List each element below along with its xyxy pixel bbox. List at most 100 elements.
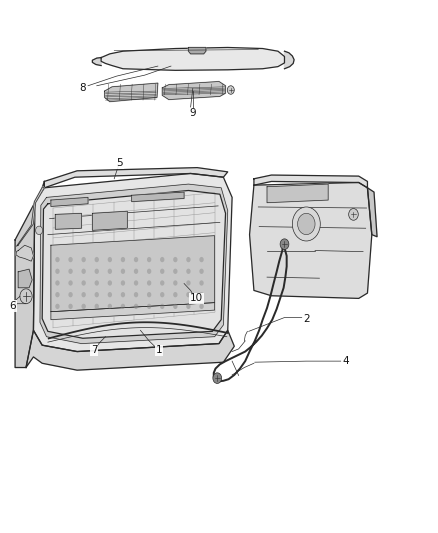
Circle shape <box>95 304 99 309</box>
Circle shape <box>55 304 60 309</box>
Circle shape <box>227 86 234 94</box>
Circle shape <box>134 257 138 262</box>
Polygon shape <box>250 182 372 298</box>
Polygon shape <box>51 303 215 320</box>
Circle shape <box>81 292 86 297</box>
Circle shape <box>134 280 138 286</box>
Circle shape <box>199 292 204 297</box>
Circle shape <box>121 304 125 309</box>
Polygon shape <box>188 47 206 54</box>
Polygon shape <box>42 190 226 338</box>
Circle shape <box>20 289 32 304</box>
Circle shape <box>134 304 138 309</box>
Circle shape <box>186 292 191 297</box>
Circle shape <box>147 280 151 286</box>
Circle shape <box>121 257 125 262</box>
Circle shape <box>55 280 60 286</box>
Text: 9: 9 <box>190 108 196 118</box>
Circle shape <box>160 269 164 274</box>
Circle shape <box>199 269 204 274</box>
Circle shape <box>186 280 191 286</box>
Text: 10: 10 <box>190 293 203 303</box>
Circle shape <box>349 208 358 220</box>
Circle shape <box>68 269 73 274</box>
Circle shape <box>121 292 125 297</box>
Polygon shape <box>92 211 127 230</box>
Polygon shape <box>267 184 328 203</box>
Circle shape <box>108 280 112 286</box>
Circle shape <box>55 292 60 297</box>
Circle shape <box>186 304 191 309</box>
Polygon shape <box>51 236 215 312</box>
Polygon shape <box>92 58 101 66</box>
Circle shape <box>108 304 112 309</box>
Text: 1: 1 <box>155 345 162 356</box>
Polygon shape <box>33 173 232 352</box>
Circle shape <box>213 373 222 383</box>
Circle shape <box>134 292 138 297</box>
Circle shape <box>292 207 320 241</box>
Circle shape <box>108 292 112 297</box>
Circle shape <box>81 257 86 262</box>
Circle shape <box>173 280 177 286</box>
Circle shape <box>121 269 125 274</box>
Circle shape <box>186 269 191 274</box>
Polygon shape <box>254 175 367 188</box>
Circle shape <box>147 257 151 262</box>
Circle shape <box>95 280 99 286</box>
Circle shape <box>81 280 86 286</box>
Polygon shape <box>101 47 285 70</box>
Circle shape <box>173 304 177 309</box>
Circle shape <box>199 304 204 309</box>
Circle shape <box>121 280 125 286</box>
Polygon shape <box>26 330 234 370</box>
Text: 2: 2 <box>303 313 310 324</box>
Circle shape <box>199 280 204 286</box>
Circle shape <box>173 257 177 262</box>
Circle shape <box>160 304 164 309</box>
Polygon shape <box>367 188 377 237</box>
Polygon shape <box>105 83 158 102</box>
Text: 5: 5 <box>116 158 123 168</box>
Circle shape <box>160 292 164 297</box>
Text: 7: 7 <box>91 345 97 355</box>
Polygon shape <box>162 82 226 100</box>
Circle shape <box>95 257 99 262</box>
Circle shape <box>134 269 138 274</box>
Circle shape <box>199 257 204 262</box>
Text: 6: 6 <box>10 301 16 311</box>
Circle shape <box>68 280 73 286</box>
Polygon shape <box>132 192 184 201</box>
Circle shape <box>280 239 289 249</box>
Polygon shape <box>16 187 44 246</box>
Polygon shape <box>18 269 32 288</box>
Circle shape <box>95 292 99 297</box>
Circle shape <box>81 304 86 309</box>
Circle shape <box>35 226 42 235</box>
Polygon shape <box>44 167 228 188</box>
Polygon shape <box>40 184 228 344</box>
Circle shape <box>160 280 164 286</box>
Circle shape <box>173 292 177 297</box>
Polygon shape <box>55 213 81 229</box>
Polygon shape <box>51 197 88 206</box>
Circle shape <box>147 292 151 297</box>
Circle shape <box>186 257 191 262</box>
Polygon shape <box>15 181 44 368</box>
Circle shape <box>147 269 151 274</box>
Polygon shape <box>16 245 33 261</box>
Circle shape <box>160 257 164 262</box>
Circle shape <box>297 213 315 235</box>
Circle shape <box>147 304 151 309</box>
Polygon shape <box>285 51 294 69</box>
Circle shape <box>173 269 177 274</box>
Circle shape <box>108 257 112 262</box>
Circle shape <box>68 257 73 262</box>
Circle shape <box>81 269 86 274</box>
Circle shape <box>55 269 60 274</box>
Circle shape <box>95 269 99 274</box>
Circle shape <box>55 257 60 262</box>
Circle shape <box>68 304 73 309</box>
Text: 4: 4 <box>343 356 349 366</box>
Text: 8: 8 <box>79 83 86 93</box>
